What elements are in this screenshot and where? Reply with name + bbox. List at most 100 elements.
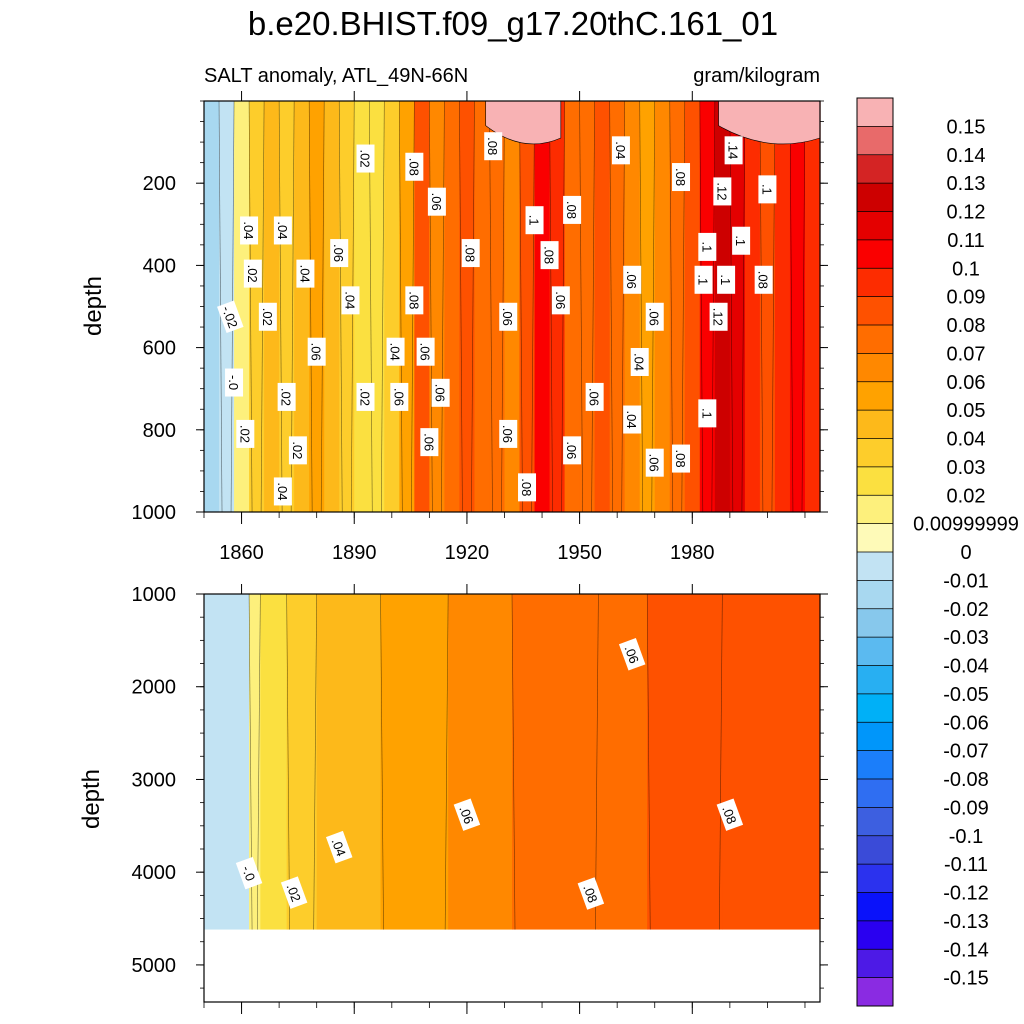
data-band (519, 101, 536, 512)
contour-label: .08 (405, 286, 424, 315)
contour-label-text: -.02 (219, 304, 241, 330)
colorbar-box (857, 296, 893, 326)
contour-label-box (405, 152, 424, 181)
colorbar-label: -0.01 (943, 570, 989, 592)
contour-label-text: .1 (699, 408, 714, 419)
colorbar-box (857, 608, 893, 638)
contour-label: .02 (288, 436, 307, 465)
colorbar-box (857, 949, 893, 979)
contour-label-box (225, 368, 244, 397)
contour-line (591, 100, 595, 513)
contour-label-text: .02 (279, 388, 294, 406)
contour-line (441, 100, 445, 513)
contour-label-box (672, 444, 691, 473)
contour-line (511, 593, 516, 930)
y-tick-label: 5000 (132, 955, 177, 977)
colorbar-label: 0.05 (947, 400, 986, 422)
contour-label-text: .04 (275, 482, 290, 500)
data-band (722, 594, 821, 930)
colorbar-label: 0.11 (947, 230, 984, 252)
contour-line (741, 100, 746, 513)
contour-label: .12 (709, 302, 728, 331)
contour-line (278, 100, 283, 513)
y-tick-label: 2000 (132, 677, 177, 699)
contour-label: .04 (630, 347, 649, 376)
data-band (759, 101, 776, 512)
colorbar-label: 0.00999999 (913, 514, 1019, 536)
contour-label-text: .08 (673, 450, 688, 468)
panel-frame (203, 593, 821, 1003)
contour-label: .02 (280, 876, 308, 909)
data-band (744, 101, 761, 512)
contour-label-box (356, 144, 375, 173)
contour-line (801, 100, 806, 513)
colorbar-label: 0.07 (947, 343, 986, 365)
colorbar-label: -0.04 (943, 656, 989, 678)
contour-label-box (709, 302, 728, 331)
contour-label-text: .08 (485, 137, 500, 155)
upper-y-axis-label: depth (80, 276, 107, 336)
contour-line (338, 100, 343, 513)
contour-label-box (431, 378, 450, 407)
colorbar-box (857, 864, 893, 893)
contour-label-text: .06 (391, 388, 406, 406)
contour-label-text: .1 (699, 241, 714, 252)
contour-label-box (341, 286, 360, 315)
y-tick-label: 600 (143, 338, 176, 360)
data-band (309, 101, 325, 512)
colorbar-box (857, 183, 893, 212)
contour-label: .04 (273, 216, 292, 245)
colorbar-box (857, 438, 893, 468)
contour-label-box (420, 428, 439, 457)
data-band (684, 101, 701, 512)
contour-label-box (484, 132, 503, 161)
colorbar-label: 0.06 (947, 372, 986, 394)
contour-label: .04 (611, 136, 630, 165)
x-tick-label: 1920 (445, 542, 490, 564)
contour-label-text: .08 (673, 168, 688, 186)
contour-label-box (243, 259, 262, 288)
colorbar-label: 0.02 (947, 485, 986, 507)
contour-label-text: .04 (329, 836, 349, 858)
contour-label-box (724, 136, 743, 165)
colorbar-box (857, 495, 893, 525)
contour-label: .08 (484, 132, 503, 161)
contour-label: .08 (672, 163, 691, 192)
contour-label: .06 (453, 798, 481, 831)
contour-label: .06 (645, 448, 664, 477)
contour-label: .14 (724, 136, 743, 165)
contour-label-box (307, 337, 326, 366)
colorbar-box (857, 211, 893, 241)
contour-label-box (713, 177, 732, 206)
contour-label-text: .08 (580, 883, 600, 905)
colorbar-box (857, 779, 893, 808)
contour-label-text: .04 (632, 353, 647, 371)
contour-line (399, 100, 403, 513)
contour-label: .02 (356, 144, 375, 173)
contour-label-box (427, 187, 446, 216)
data-band (789, 101, 806, 512)
contour-label: .1 (698, 232, 717, 261)
colorbar-box (857, 892, 893, 922)
contour-label-box (525, 206, 544, 235)
contour-line (489, 100, 493, 513)
contour-label: -.0 (235, 856, 263, 890)
colorbar-box (857, 693, 893, 723)
contour-label-box (563, 436, 582, 465)
colorbar-label: -0.09 (943, 797, 989, 819)
colorbar-box (857, 835, 893, 865)
data-band (774, 101, 791, 512)
colorbar-frame (856, 97, 894, 1007)
contour-label-text: .06 (331, 244, 346, 262)
colorbar-box (857, 154, 893, 184)
contour-label-text: .1 (527, 215, 542, 226)
contour-label-text: .02 (358, 150, 373, 168)
colorbar-label: -0.05 (943, 684, 989, 706)
lower-y-axis-label: depth (78, 769, 105, 829)
colorbar-label: -0.06 (943, 712, 989, 734)
y-tick-label: 1000 (132, 502, 177, 524)
y-tick-label: 200 (143, 173, 176, 195)
x-tick-label: 1950 (557, 542, 602, 564)
x-tick-label: 1860 (219, 542, 264, 564)
data-band (489, 101, 506, 512)
